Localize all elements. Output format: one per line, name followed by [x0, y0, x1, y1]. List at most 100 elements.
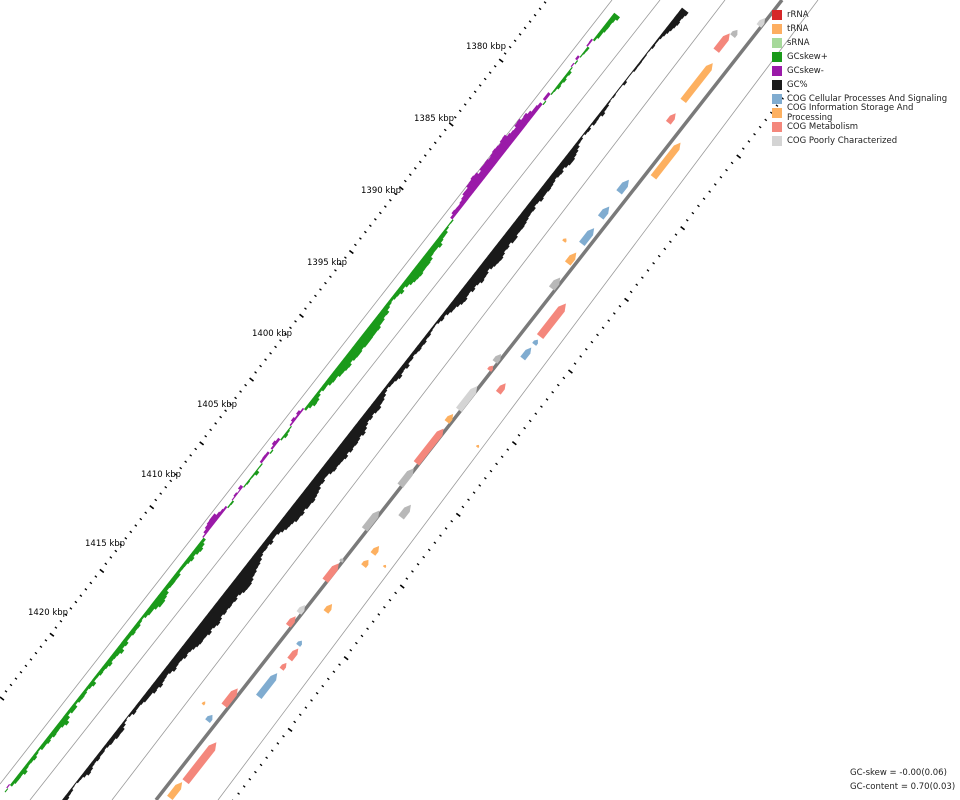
legend-swatch-cog-cellular [772, 94, 782, 104]
gc-content-bar [166, 662, 177, 672]
outer-tick-mark [468, 96, 472, 100]
gc-content-bar [516, 216, 527, 226]
outer-tick-mark [523, 26, 527, 30]
legend-label-cog-information: COG Information Storage And Processing [787, 103, 914, 123]
gc-skew-bar [60, 717, 70, 726]
gc-skew-bar [341, 358, 352, 368]
outer-tick-mark [54, 626, 58, 629]
gc-skew-bar [574, 60, 579, 65]
outer-tick-mark [358, 237, 362, 240]
cds-feature [182, 742, 217, 785]
outer-tick-mark [174, 473, 178, 476]
gc-content-bar [208, 609, 223, 623]
inner-tick-mark [349, 648, 353, 652]
gc-skew-bar [561, 77, 567, 83]
gc-content-bar [397, 368, 404, 375]
outer-tick-marks [0, 1, 547, 701]
gc-skew-bar [4, 788, 9, 793]
gc-content-bar [464, 282, 476, 293]
outer-tick-mark [344, 256, 347, 259]
inner-tick-mark [691, 211, 695, 215]
gc-content-bar [666, 24, 674, 32]
gc-skew-bar [222, 505, 228, 511]
gc-skew-bar [479, 165, 490, 176]
gc-skew-bar [553, 87, 558, 92]
gc-content-bar [451, 298, 461, 308]
inner-tick-mark [422, 555, 426, 559]
gc-content-bar [280, 517, 292, 528]
gc-skew-bar [147, 605, 155, 613]
outer-tick-mark [334, 269, 337, 272]
inner-tick-mark [736, 154, 742, 159]
cds-feature [296, 605, 306, 615]
gc-skew-bar [285, 429, 291, 435]
gc-content-bar [417, 341, 424, 348]
gc-content-bar [529, 199, 537, 208]
cds-feature [397, 468, 414, 488]
gc-skew-bar [126, 632, 133, 639]
outer-tick-mark [428, 147, 432, 151]
gc-skew-bar [558, 80, 564, 86]
outer-tick-mark [149, 504, 155, 510]
gc-content-bar [109, 735, 117, 742]
cds-feature [221, 688, 238, 708]
gc-content-bar [378, 391, 387, 399]
cds-feature [370, 546, 380, 556]
inner-tick-mark [730, 161, 734, 165]
outer-tick-mark [34, 651, 38, 655]
gc-skew-bar [81, 689, 88, 696]
outer-tick-mark [513, 39, 517, 43]
gc-skew-bar [171, 574, 179, 582]
gc-skew-bar [288, 425, 292, 431]
inner-tick-mark [506, 448, 510, 451]
gc-content-bar [358, 417, 369, 428]
outer-tick-mark [0, 696, 5, 701]
gc-skew-bar [97, 669, 104, 676]
gc-content-bar [477, 265, 489, 277]
gc-skew-bar [229, 500, 235, 506]
gc-content-bar [306, 483, 320, 496]
gc-skew-bar [208, 516, 217, 525]
gc-skew-bar [545, 92, 551, 98]
gc-content-bar [560, 159, 569, 169]
gc-content-bar [65, 791, 72, 798]
gc-content-bar [648, 47, 652, 52]
inner-tick-mark [276, 742, 280, 745]
outer-tick-mark [224, 409, 227, 412]
gc-content-bar [303, 487, 318, 500]
gc-content-bar [161, 669, 170, 677]
inner-tick-mark [708, 190, 712, 193]
gc-skew-bar [359, 334, 371, 345]
gc-content-bar [617, 87, 621, 92]
gc-content-bar [94, 755, 101, 762]
gc-skew-bar [160, 588, 169, 596]
outer-tick-mark [488, 71, 492, 74]
inner-tick-mark [270, 749, 274, 752]
outer-tick-mark [309, 300, 312, 304]
gc-skew-bar [236, 489, 241, 494]
gc-content-bar [578, 136, 584, 142]
inner-tick-mark [697, 204, 700, 208]
gc-skew-bar [468, 179, 480, 190]
outer-tick-mark [329, 275, 332, 279]
gc-content-bar [293, 500, 307, 512]
legend-label-gcskew-minus: GCskew- [787, 66, 824, 76]
gc-skew-bar [195, 544, 204, 552]
gc-skew-bar [420, 256, 431, 266]
gc-content-bar [277, 520, 289, 531]
gc-content-bar [332, 450, 345, 462]
gc-skew-bar [68, 706, 75, 714]
gc-skew-bar [346, 351, 357, 361]
tick-label-1410: 1410 kbp [141, 470, 181, 480]
inner-tick-mark [680, 226, 686, 231]
outer-tick-mark [99, 568, 105, 574]
outer-tick-mark [209, 428, 213, 432]
cds-feature [382, 564, 387, 569]
outer-tick-mark [383, 205, 387, 208]
gc-skew-bar [107, 656, 115, 663]
outer-tick-mark [498, 58, 504, 63]
gc-content-bar [174, 652, 184, 662]
gc-content-bar [567, 149, 577, 159]
gc-skew-bar [462, 190, 472, 200]
gc-content-bar [73, 781, 78, 786]
